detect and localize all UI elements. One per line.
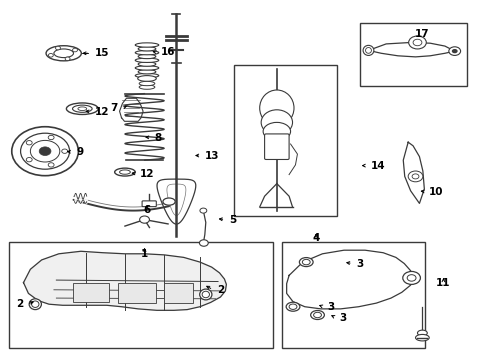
Text: 8: 8 [155, 132, 162, 143]
Ellipse shape [261, 110, 293, 135]
Text: 11: 11 [436, 278, 451, 288]
Text: 2: 2 [217, 285, 224, 295]
Circle shape [413, 39, 422, 46]
Ellipse shape [363, 45, 374, 55]
Ellipse shape [260, 90, 294, 126]
Bar [234, 65, 337, 216]
Text: 3: 3 [340, 312, 347, 323]
Circle shape [409, 36, 426, 49]
Ellipse shape [120, 170, 130, 174]
Circle shape [39, 147, 51, 156]
Polygon shape [120, 98, 143, 121]
Ellipse shape [263, 122, 291, 140]
Ellipse shape [135, 58, 159, 63]
Circle shape [452, 49, 458, 53]
Text: 17: 17 [415, 29, 430, 39]
Text: 16: 16 [161, 47, 175, 57]
Circle shape [26, 158, 32, 162]
Polygon shape [157, 179, 196, 224]
Ellipse shape [163, 198, 175, 205]
Bar [360, 23, 467, 86]
Ellipse shape [138, 69, 156, 74]
Text: 12: 12 [140, 168, 155, 179]
Circle shape [12, 127, 78, 176]
Ellipse shape [417, 330, 427, 336]
Ellipse shape [73, 105, 92, 112]
Circle shape [55, 46, 60, 50]
Ellipse shape [311, 310, 324, 320]
Ellipse shape [54, 49, 74, 58]
Ellipse shape [135, 50, 159, 55]
FancyBboxPatch shape [142, 201, 156, 207]
Ellipse shape [135, 66, 159, 70]
Ellipse shape [78, 107, 87, 111]
Bar [73, 283, 109, 302]
Text: 7: 7 [110, 103, 118, 113]
Text: 13: 13 [205, 150, 220, 161]
Text: 6: 6 [144, 204, 150, 215]
Text: 10: 10 [429, 186, 444, 197]
Text: 2: 2 [16, 299, 23, 309]
Text: 3: 3 [327, 302, 335, 312]
FancyBboxPatch shape [265, 134, 289, 159]
Ellipse shape [314, 312, 321, 318]
Circle shape [26, 140, 32, 145]
Ellipse shape [67, 103, 98, 114]
Ellipse shape [202, 291, 210, 298]
Circle shape [30, 140, 60, 162]
Circle shape [62, 149, 68, 153]
Circle shape [199, 240, 208, 246]
Circle shape [140, 216, 149, 223]
Circle shape [407, 275, 416, 281]
Bar [282, 242, 425, 348]
Text: 14: 14 [370, 161, 385, 171]
Ellipse shape [46, 46, 81, 61]
Text: 5: 5 [229, 215, 237, 225]
Ellipse shape [115, 168, 135, 176]
Polygon shape [287, 250, 413, 309]
Circle shape [408, 171, 423, 182]
Circle shape [449, 47, 461, 55]
Circle shape [73, 48, 77, 52]
Circle shape [21, 133, 70, 169]
Ellipse shape [299, 258, 313, 266]
Ellipse shape [31, 301, 39, 307]
Ellipse shape [138, 76, 156, 81]
Ellipse shape [135, 73, 159, 78]
Ellipse shape [138, 62, 156, 66]
Circle shape [65, 57, 70, 60]
Ellipse shape [302, 259, 310, 265]
Text: 4: 4 [312, 233, 320, 243]
Bar [9, 242, 273, 348]
Ellipse shape [286, 302, 300, 311]
Text: 12: 12 [95, 107, 109, 117]
Text: 15: 15 [95, 48, 109, 58]
Bar [164, 283, 193, 303]
Polygon shape [403, 142, 424, 203]
Ellipse shape [138, 54, 156, 59]
Circle shape [48, 163, 54, 167]
Ellipse shape [366, 48, 371, 53]
Bar [118, 283, 156, 303]
Ellipse shape [138, 47, 156, 51]
Circle shape [200, 208, 207, 213]
Text: 1: 1 [141, 249, 148, 259]
Circle shape [403, 271, 420, 284]
Ellipse shape [416, 334, 429, 341]
Polygon shape [24, 251, 226, 310]
Ellipse shape [139, 81, 155, 86]
Ellipse shape [200, 289, 212, 300]
Circle shape [412, 174, 419, 179]
Text: 3: 3 [357, 258, 364, 269]
Text: 9: 9 [76, 147, 84, 157]
Ellipse shape [139, 85, 155, 89]
Ellipse shape [289, 304, 297, 310]
Ellipse shape [135, 43, 159, 47]
Ellipse shape [29, 299, 41, 310]
Circle shape [48, 135, 54, 140]
Circle shape [49, 54, 53, 57]
